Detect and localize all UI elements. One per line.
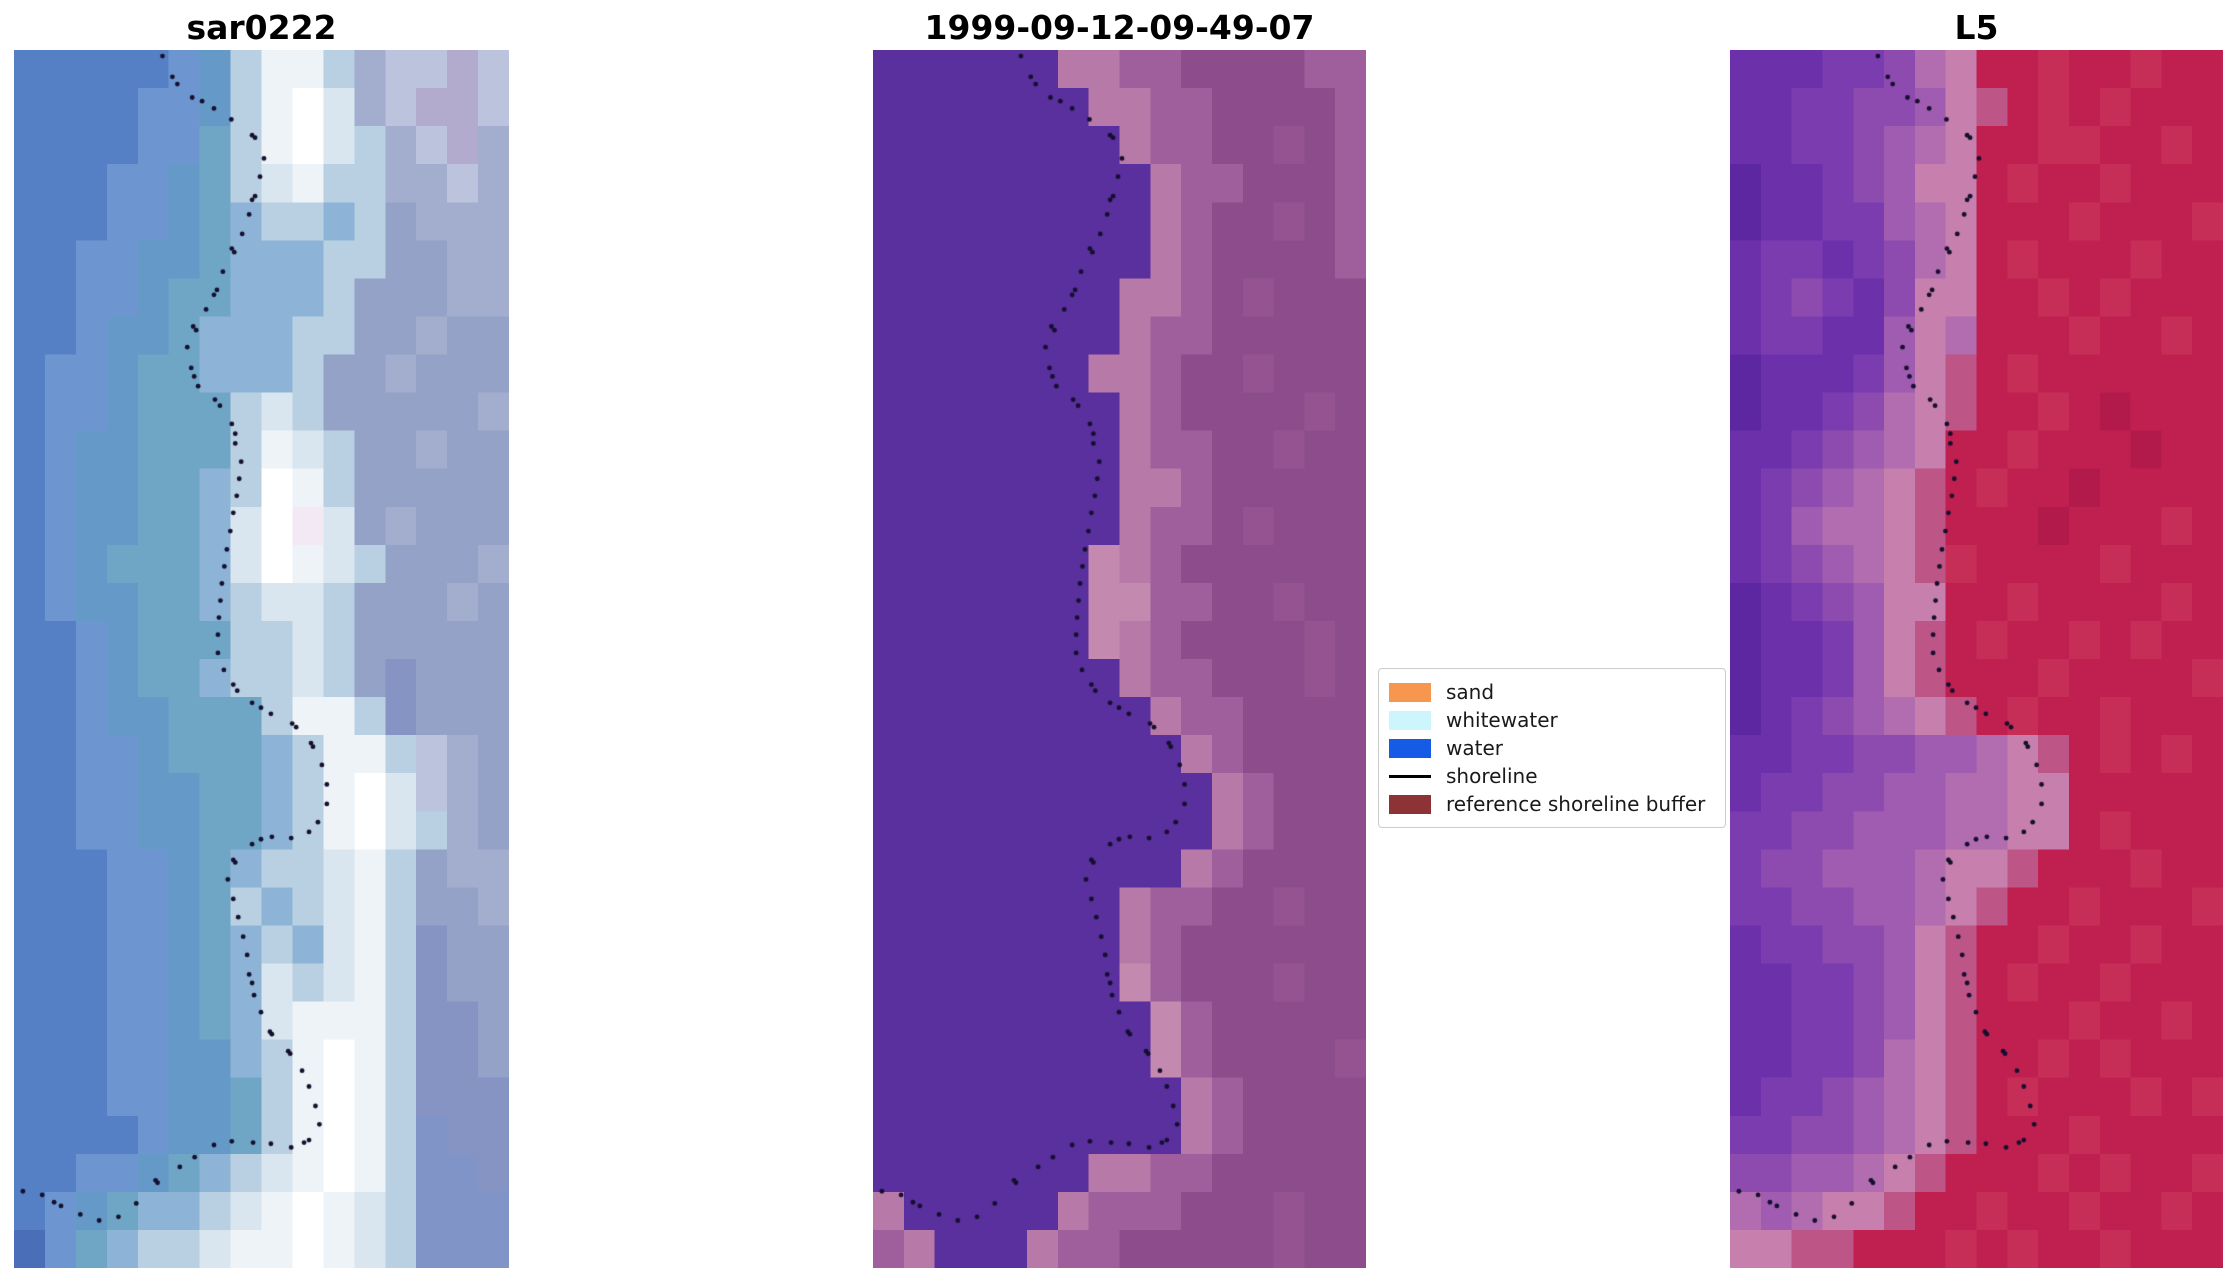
- sand-swatch: [1389, 682, 1431, 702]
- legend-item: whitewater: [1389, 706, 1713, 734]
- legend-item: reference shoreline buffer: [1389, 790, 1713, 818]
- legend: sand whitewater water shoreline reference sh…: [1378, 668, 1726, 828]
- panel-sar0222: [14, 50, 509, 1268]
- panel-title-date: 1999-09-12-09-49-07: [924, 8, 1315, 47]
- shoreline-swatch: [1389, 774, 1431, 778]
- legend-label: whitewater: [1446, 708, 1558, 732]
- shoreline-dots-overlay: [873, 50, 1366, 1268]
- panel-title-sar0222: sar0222: [186, 8, 337, 47]
- legend-label: shoreline: [1446, 764, 1538, 788]
- reference-shoreline-buffer-swatch: [1389, 794, 1431, 814]
- panel-l5: [1730, 50, 2223, 1268]
- legend-item: water: [1389, 734, 1713, 762]
- legend-label: reference shoreline buffer: [1446, 792, 1706, 816]
- water-swatch: [1389, 738, 1431, 758]
- shoreline-dots-overlay: [1730, 50, 2223, 1268]
- panel-classified-date: [873, 50, 1366, 1268]
- shoreline-dots-overlay: [14, 50, 509, 1268]
- whitewater-swatch: [1389, 710, 1431, 730]
- legend-item: sand: [1389, 678, 1713, 706]
- panel-title-l5: L5: [1954, 8, 1999, 47]
- legend-label: sand: [1446, 680, 1495, 704]
- legend-label: water: [1446, 736, 1503, 760]
- legend-item: shoreline: [1389, 762, 1713, 790]
